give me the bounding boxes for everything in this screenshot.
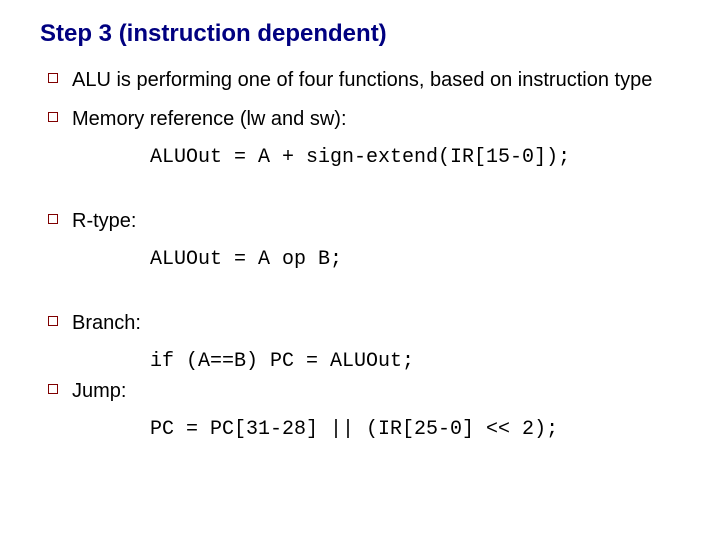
bullet-item: ALU is performing one of four functions,…	[48, 68, 680, 93]
bullet-item: Branch:	[48, 311, 680, 336]
bullet-text: Memory reference (lw and sw):	[72, 107, 347, 132]
code-line: if (A==B) PC = ALUOut;	[150, 350, 680, 373]
bullet-text: Jump:	[72, 379, 126, 404]
code-line: PC = PC[31-28] || (IR[25-0] << 2);	[150, 418, 680, 441]
square-bullet-icon	[48, 214, 58, 224]
bullet-text: R-type:	[72, 209, 136, 234]
square-bullet-icon	[48, 316, 58, 326]
bullet-item: R-type:	[48, 209, 680, 234]
bullet-item: Jump:	[48, 379, 680, 404]
square-bullet-icon	[48, 384, 58, 394]
code-line: ALUOut = A op B;	[150, 248, 680, 271]
code-line: ALUOut = A + sign-extend(IR[15-0]);	[150, 146, 680, 169]
slide-title: Step 3 (instruction dependent)	[40, 20, 680, 48]
bullet-item: Memory reference (lw and sw):	[48, 107, 680, 132]
square-bullet-icon	[48, 73, 58, 83]
bullet-text: ALU is performing one of four functions,…	[72, 68, 652, 93]
slide-container: Step 3 (instruction dependent) ALU is pe…	[0, 0, 720, 467]
square-bullet-icon	[48, 112, 58, 122]
bullet-text: Branch:	[72, 311, 141, 336]
